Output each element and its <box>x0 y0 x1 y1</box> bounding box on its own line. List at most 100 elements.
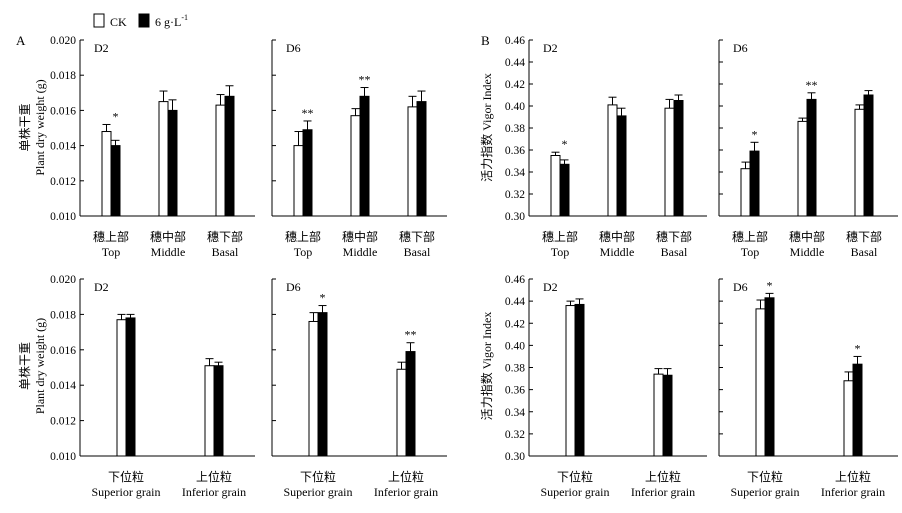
legend-ck-label: CK <box>110 15 127 29</box>
y-label-vigor: 活力指数 Vigor Index <box>479 312 494 421</box>
bar-ck <box>797 120 808 217</box>
bar-treat <box>749 150 760 217</box>
significance-marker: * <box>752 127 758 141</box>
bar-ck <box>116 319 127 457</box>
x-category-label-zh: 下位粒 <box>557 469 593 484</box>
bar-treat <box>764 297 775 457</box>
x-category-label-en: Superior grain <box>92 485 161 499</box>
bar-treat <box>863 94 874 217</box>
y-tick-label: 0.012 <box>50 176 76 188</box>
bar-ck <box>215 104 226 217</box>
chart-panel-A-bottom-D2: 0.010 0.012 0.014 0.016 0.018 0.020 D2 下位粒Super… <box>50 274 255 499</box>
x-category-label-en: Inferior grain <box>374 485 438 499</box>
y-label-zh: 单株干重 <box>17 342 32 390</box>
bar-ck <box>854 108 865 217</box>
bar-ck <box>101 131 112 217</box>
bar-treat <box>416 101 427 217</box>
panel-letter-a: A <box>16 33 26 48</box>
bar-ck <box>607 104 618 217</box>
panel-label: D2 <box>94 280 109 294</box>
bar-ck <box>396 368 407 457</box>
bar-treat <box>806 98 817 217</box>
x-category-label-en: Basal <box>404 245 431 259</box>
bar-treat <box>317 312 328 457</box>
x-category-label-en: Top <box>294 245 313 259</box>
significance-marker: * <box>855 341 861 355</box>
y-tick-label: 0.014 <box>50 141 76 153</box>
y-axis-label-weight-bottom: 单株干重 Plant dry weight (g) <box>17 318 47 414</box>
x-category-label-zh: 穗上部 <box>93 229 129 244</box>
panel-label: D6 <box>286 280 301 294</box>
y-tick-label: 0.46 <box>505 274 525 286</box>
bar-ck <box>565 305 576 457</box>
y-label-vigor: 活力指数 Vigor Index <box>479 73 494 182</box>
bar-ck <box>653 373 664 457</box>
legend-treat-swatch <box>138 13 150 28</box>
y-tick-label: 0.40 <box>505 101 525 113</box>
y-axis-label-vigor-top: 活力指数 Vigor Index <box>479 73 494 182</box>
y-label-en: Plant dry weight (g) <box>33 318 47 414</box>
bar-ck <box>755 308 766 457</box>
x-category-label-en: Middle <box>600 245 635 259</box>
y-label-en: Plant dry weight (g) <box>33 79 47 175</box>
x-category-label-zh: 上位粒 <box>835 469 871 484</box>
x-category-label-en: Basal <box>212 245 239 259</box>
bar-treat <box>405 351 416 457</box>
bar-treat <box>616 115 627 217</box>
x-category-label-zh: 上位粒 <box>196 469 232 484</box>
bar-treat <box>662 374 673 457</box>
y-tick-label: 0.018 <box>50 309 76 321</box>
bar-treat <box>125 317 136 457</box>
y-tick-label: 0.42 <box>505 79 525 91</box>
x-category-label-en: Basal <box>851 245 878 259</box>
x-category-label-en: Top <box>102 245 121 259</box>
bar-ck <box>664 107 675 217</box>
x-category-label-en: Superior grain <box>541 485 610 499</box>
y-tick-label: 0.44 <box>505 57 525 69</box>
x-category-label-en: Superior grain <box>731 485 800 499</box>
x-category-label-zh: 上位粒 <box>388 469 424 484</box>
bar-treat <box>673 100 684 217</box>
x-category-label-en: Top <box>741 245 760 259</box>
x-category-label-zh: 穗中部 <box>599 229 635 244</box>
panel-label: D6 <box>733 41 748 55</box>
y-tick-label: 0.38 <box>505 123 525 135</box>
x-category-label-zh: 下位粒 <box>300 469 336 484</box>
bar-treat <box>167 109 178 217</box>
x-category-label-en: Superior grain <box>284 485 353 499</box>
bar-ck <box>204 365 215 457</box>
y-tick-label: 0.014 <box>50 380 76 392</box>
y-tick-label: 0.36 <box>505 385 525 397</box>
bar-treat <box>559 163 570 217</box>
y-tick-label: 0.020 <box>50 274 76 286</box>
y-label-zh: 单株干重 <box>17 103 32 151</box>
x-category-label-en: Basal <box>661 245 688 259</box>
x-category-label-en: Top <box>551 245 570 259</box>
x-category-label-zh: 穗上部 <box>732 229 768 244</box>
significance-marker: ** <box>806 78 818 92</box>
x-category-label-zh: 穗下部 <box>846 229 882 244</box>
x-category-label-en: Inferior grain <box>821 485 885 499</box>
x-category-label-en: Inferior grain <box>631 485 695 499</box>
panel-label: D2 <box>543 41 558 55</box>
y-tick-label: 0.46 <box>505 35 525 47</box>
y-axis-label-vigor-bottom: 活力指数 Vigor Index <box>479 312 494 421</box>
bar-ck <box>550 155 561 217</box>
bar-treat <box>574 303 585 457</box>
x-category-label-zh: 穗下部 <box>656 229 692 244</box>
legend: CK 6 g·L-1 <box>93 13 188 29</box>
significance-marker: * <box>767 278 773 292</box>
x-category-label-zh: 上位粒 <box>645 469 681 484</box>
bar-ck <box>843 380 854 457</box>
y-tick-label: 0.016 <box>50 105 76 117</box>
y-tick-label: 0.38 <box>505 363 525 375</box>
x-category-label-zh: 穗中部 <box>342 229 378 244</box>
bar-treat <box>213 365 224 457</box>
